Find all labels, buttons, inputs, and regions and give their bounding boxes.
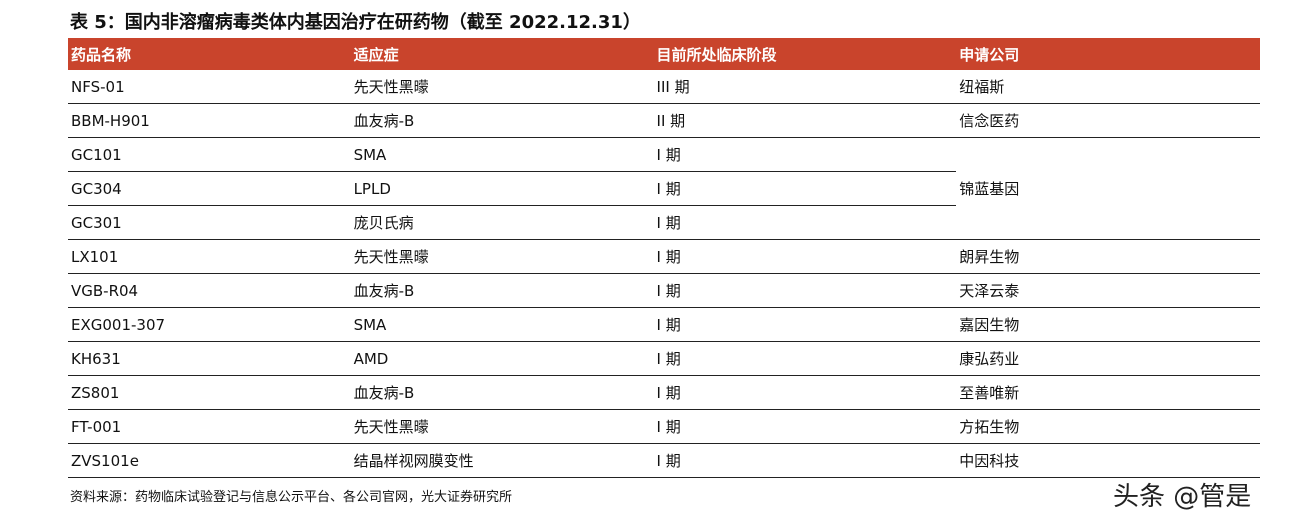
- indication-cell: SMA: [350, 137, 654, 172]
- company-cell: 至善唯新: [956, 375, 1260, 410]
- drug-cell: LX101: [68, 239, 351, 274]
- table-row: GC101 SMA I 期锦蓝基因: [68, 137, 1260, 240]
- company-cell: 康弘药业: [956, 341, 1260, 376]
- drug-cell: NFS-01: [68, 70, 351, 104]
- phase-cell: I 期: [653, 205, 957, 240]
- company-cell: 天泽云泰: [956, 273, 1260, 308]
- phase-cell: I 期: [653, 341, 957, 376]
- column-header: 目前所处临床阶段: [653, 38, 957, 70]
- indication-cell: 先天性黑曚: [350, 239, 654, 274]
- company-cell: 信念医药: [956, 103, 1260, 138]
- source-note: 资料来源：药物临床试验登记与信息公示平台、各公司官网，光大证券研究所: [70, 490, 513, 505]
- table-row: FT-001 先天性黑曚 I 期方拓生物: [68, 409, 1260, 444]
- phase-cell: I 期: [653, 307, 957, 342]
- drug-cell: GC304: [68, 171, 351, 206]
- table-title: 表 5：国内非溶瘤病毒类体内基因治疗在研药物（截至 2022.12.31）: [70, 12, 641, 33]
- phase-cell: I 期: [653, 375, 957, 410]
- company-cell: 纽福斯: [956, 70, 1260, 104]
- indication-cell: SMA: [350, 307, 654, 342]
- indication-cell: AMD: [350, 341, 654, 376]
- indication-cell: 庞贝氏病: [350, 205, 654, 240]
- drug-cell: FT-001: [68, 409, 351, 444]
- indication-cell: 血友病-B: [350, 375, 654, 410]
- drug-cell: ZS801: [68, 375, 351, 410]
- drug-cell: GC101: [68, 137, 351, 172]
- header-row: 药品名称 适应症 目前所处临床阶段 申请公司: [68, 38, 1260, 70]
- indication-cell: 血友病-B: [350, 273, 654, 308]
- table-body: NFS-01 先天性黑曚 III 期纽福斯 BBM-H901 血友病-B II 期信念医药…: [68, 70, 1260, 478]
- drug-cell: GC301: [68, 205, 351, 240]
- table-row: GC301 庞贝氏病 I 期: [68, 205, 1260, 240]
- company-cell: 方拓生物: [956, 409, 1260, 444]
- table-row: ZVS101e 结晶样视网膜变性 I 期中因科技: [68, 443, 1260, 478]
- indication-cell: LPLD: [350, 171, 654, 206]
- indication-cell: 结晶样视网膜变性: [350, 443, 654, 478]
- indication-cell: 先天性黑曚: [350, 70, 654, 104]
- phase-cell: I 期: [653, 273, 957, 308]
- table-row: EXG001-307 SMA I 期嘉因生物: [68, 307, 1260, 342]
- company-cell: 中因科技: [956, 443, 1260, 478]
- phase-cell: II 期: [653, 103, 957, 138]
- watermark: 头条 @管是: [1113, 482, 1252, 512]
- company-cell: 朗昇生物: [956, 239, 1260, 274]
- company-cell: 嘉因生物: [956, 307, 1260, 342]
- drug-table: 药品名称 适应症 目前所处临床阶段 申请公司 NFS-01 先天性黑曚 III 期纽福斯 B…: [68, 38, 1260, 478]
- column-header: 申请公司: [956, 38, 1260, 70]
- phase-cell: I 期: [653, 443, 957, 478]
- phase-cell: III 期: [653, 70, 957, 104]
- drug-cell: VGB-R04: [68, 273, 351, 308]
- column-header: 药品名称: [68, 38, 351, 70]
- table-row: ZS801 血友病-B I 期至善唯新: [68, 375, 1260, 410]
- table-row: KH631 AMD I 期康弘药业: [68, 341, 1260, 376]
- drug-cell: KH631: [68, 341, 351, 376]
- table-row: NFS-01 先天性黑曚 III 期纽福斯: [68, 70, 1260, 104]
- phase-cell: I 期: [653, 239, 957, 274]
- company-cell: 锦蓝基因: [956, 137, 1260, 240]
- indication-cell: 血友病-B: [350, 103, 654, 138]
- phase-cell: I 期: [653, 409, 957, 444]
- table-row: BBM-H901 血友病-B II 期信念医药: [68, 103, 1260, 138]
- phase-cell: I 期: [653, 171, 957, 206]
- drug-cell: ZVS101e: [68, 443, 351, 478]
- table-row: LX101 先天性黑曚 I 期朗昇生物: [68, 239, 1260, 274]
- indication-cell: 先天性黑曚: [350, 409, 654, 444]
- table-row: GC304 LPLD I 期: [68, 171, 1260, 206]
- drug-cell: BBM-H901: [68, 103, 351, 138]
- table-row: VGB-R04 血友病-B I 期天泽云泰: [68, 273, 1260, 308]
- column-header: 适应症: [350, 38, 654, 70]
- phase-cell: I 期: [653, 137, 957, 172]
- drug-cell: EXG001-307: [68, 307, 351, 342]
